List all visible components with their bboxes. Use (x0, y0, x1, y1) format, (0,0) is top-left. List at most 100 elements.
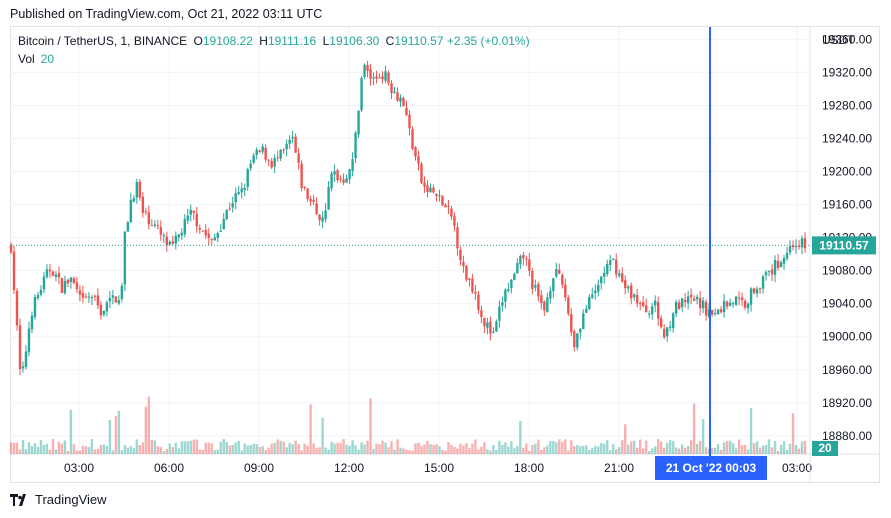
footer-brand[interactable]: TradingView (10, 492, 107, 507)
candle-body (228, 208, 231, 210)
volume-label[interactable]: Vol (18, 52, 35, 66)
volume-bar (662, 447, 666, 454)
volume-bar (192, 439, 195, 454)
volume-bar (99, 444, 103, 454)
volume-bar (153, 440, 157, 454)
volume-bar (249, 445, 252, 454)
volume-bar (39, 440, 43, 454)
volume-bar (665, 443, 669, 454)
candle-body (336, 170, 339, 181)
volume-bar (447, 442, 450, 454)
candle-body (213, 237, 216, 241)
candle-body (516, 263, 519, 274)
volume-bar (411, 450, 414, 454)
volume-bar (117, 410, 121, 454)
candle-body (788, 246, 792, 253)
candle-body (549, 290, 552, 299)
candle-body (444, 204, 447, 208)
volume-bar (315, 448, 318, 454)
volume-bar (348, 445, 351, 454)
candle-body (135, 181, 139, 198)
volume-bar (636, 447, 639, 454)
y-tick-label: 18960.00 (822, 363, 872, 377)
candle-body (297, 153, 300, 163)
volume-bar (609, 450, 612, 454)
candle-body (426, 185, 429, 192)
candle-body (120, 285, 124, 300)
candle-body (653, 300, 657, 306)
candle-body (480, 310, 483, 318)
candle-body (692, 298, 696, 301)
candle-body (24, 351, 28, 367)
volume-bar (582, 445, 585, 454)
volume-bar (75, 450, 79, 454)
volume-bar (186, 441, 189, 454)
volume-bar (621, 440, 624, 454)
chart-frame[interactable] (10, 26, 880, 483)
candle-body (755, 289, 759, 294)
candle-body (534, 285, 537, 288)
volume-legend-value: 20 (40, 52, 55, 66)
candle-body (387, 72, 390, 83)
volume-bar (180, 441, 183, 454)
candle-body (408, 114, 411, 129)
candle-body (725, 301, 729, 307)
candle-body (645, 305, 648, 313)
volume-bar (198, 449, 201, 454)
y-tick-label: 19280.00 (822, 98, 872, 112)
volume-bar (803, 440, 807, 454)
candle-body (348, 169, 351, 180)
candle-body (291, 136, 294, 139)
volume-bar (123, 444, 127, 454)
candle-body (662, 328, 666, 338)
y-tick-label: 19360.00 (822, 32, 872, 46)
volume-bar (291, 444, 294, 454)
candle-body (456, 227, 459, 249)
volume-bar (642, 448, 645, 454)
candle-body (471, 278, 474, 292)
volume-bar (138, 445, 142, 454)
volume-bar (612, 444, 615, 454)
volume-bar (567, 450, 570, 454)
volume-bar (486, 449, 489, 454)
candle-body (561, 274, 564, 285)
volume-bar (45, 443, 49, 454)
candle-body (378, 77, 381, 79)
volume-bar (105, 445, 109, 454)
y-tick-label: 19160.00 (822, 198, 872, 212)
candle-body (345, 178, 348, 183)
candle-body (680, 298, 684, 308)
volume-bar (462, 445, 465, 454)
volume-bar (579, 446, 582, 454)
volume-bar (375, 443, 378, 454)
candle-body (288, 139, 291, 144)
volume-bar (396, 439, 399, 454)
volume-bar (519, 420, 522, 454)
volume-bar (93, 449, 97, 454)
candle-body (630, 285, 633, 299)
candle-body (435, 193, 438, 196)
volume-bar (471, 443, 474, 454)
volume-bar (129, 446, 133, 454)
volume-bar (369, 398, 372, 454)
volume-bar (776, 450, 780, 454)
volume-bar (144, 406, 148, 454)
volume-bar (36, 446, 40, 454)
volume-bar (752, 443, 756, 454)
volume-bar (27, 442, 31, 454)
volume-bar (764, 445, 768, 454)
volume-bar (204, 442, 207, 454)
volume-bar (114, 415, 118, 454)
candle-body (665, 327, 669, 337)
volume-bar (336, 442, 339, 454)
symbol-title[interactable]: Bitcoin / TetherUS, 1, BINANCE (18, 34, 188, 48)
crosshair-time-tag (655, 456, 767, 480)
chart-legend: Bitcoin / TetherUS, 1, BINANCE O19108.22… (18, 34, 530, 48)
candle-body (597, 284, 600, 292)
y-tick-label: 19080.00 (822, 264, 872, 278)
volume-bar (234, 442, 237, 454)
volume-bar (12, 442, 16, 454)
volume-bar (794, 445, 798, 454)
candle-body (183, 219, 186, 235)
